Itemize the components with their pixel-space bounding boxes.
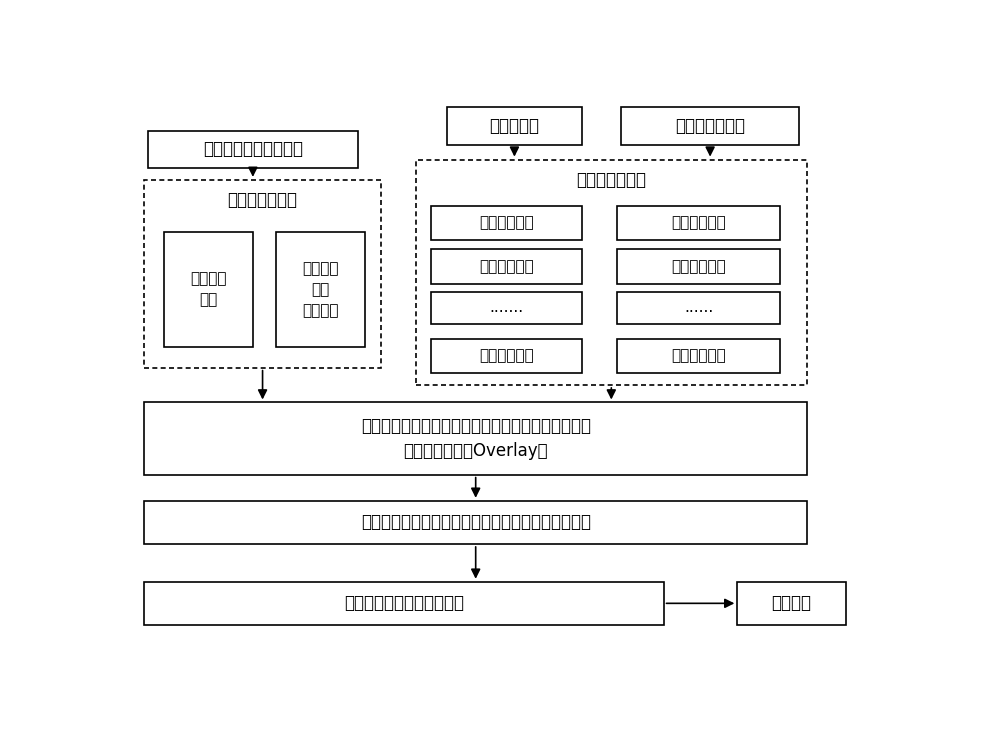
Bar xyxy=(144,403,807,475)
Bar xyxy=(617,339,780,373)
Bar xyxy=(416,159,807,385)
Bar xyxy=(617,249,780,284)
Text: 气象要素格点库: 气象要素格点库 xyxy=(576,171,646,189)
Bar xyxy=(617,292,780,324)
Bar xyxy=(144,501,807,544)
Bar xyxy=(164,232,253,348)
Bar xyxy=(621,107,799,145)
Bar xyxy=(431,249,582,284)
Text: 电网设施矢量数据图层: 电网设施矢量数据图层 xyxy=(203,140,303,158)
Text: 输出产品: 输出产品 xyxy=(772,594,812,612)
Bar xyxy=(447,107,582,145)
Bar xyxy=(431,206,582,240)
Bar xyxy=(144,179,381,368)
Text: 实况格点图层: 实况格点图层 xyxy=(479,259,534,274)
Text: 耦合分析形成初步图文产品: 耦合分析形成初步图文产品 xyxy=(344,594,464,612)
Text: 预报格点图层: 预报格点图层 xyxy=(671,348,726,363)
Bar xyxy=(144,581,664,625)
Text: 电网拓扑格点图层与形势场气象要素格点库时空匹配
空间分析运算（Overlay）: 电网拓扑格点图层与形势场气象要素格点库时空匹配 空间分析运算（Overlay） xyxy=(361,417,591,460)
Text: .......: ....... xyxy=(490,300,524,315)
Text: 预报格点图层: 预报格点图层 xyxy=(671,216,726,231)
Bar xyxy=(148,131,358,168)
Bar xyxy=(431,292,582,324)
Text: 实况格点图层: 实况格点图层 xyxy=(479,348,534,363)
Text: 将气象要素格点库的气象要素值赋予电网干线格点库: 将气象要素格点库的气象要素值赋予电网干线格点库 xyxy=(361,514,591,532)
Bar xyxy=(737,581,846,625)
Text: 实况格点图层: 实况格点图层 xyxy=(479,216,534,231)
Text: 电网设施格点库: 电网设施格点库 xyxy=(228,192,298,210)
Text: ......: ...... xyxy=(684,300,713,315)
Bar xyxy=(276,232,365,348)
Text: 电网厂站
索引: 电网厂站 索引 xyxy=(190,272,227,308)
Text: 降雨形势场: 降雨形势场 xyxy=(489,117,539,135)
Bar xyxy=(431,339,582,373)
Text: 预报格点图层: 预报格点图层 xyxy=(671,259,726,274)
Text: 回波预报形势场: 回波预报形势场 xyxy=(675,117,745,135)
Bar xyxy=(617,206,780,240)
Text: 电网线路
分解
为格点图: 电网线路 分解 为格点图 xyxy=(302,261,339,318)
